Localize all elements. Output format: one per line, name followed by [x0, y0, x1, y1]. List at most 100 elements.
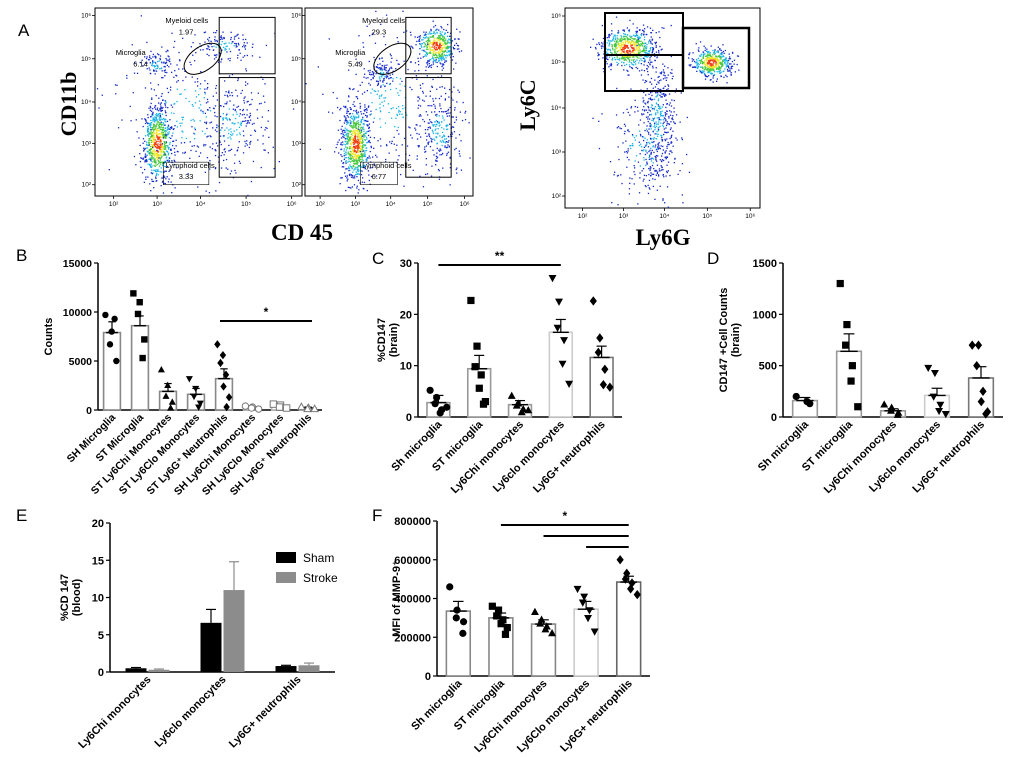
- density-point: [645, 175, 647, 177]
- density-point: [343, 150, 345, 152]
- flow-ylabel-cd11b: CD11b: [56, 72, 81, 137]
- density-point: [688, 64, 690, 66]
- density-point: [383, 97, 385, 99]
- density-point: [166, 160, 168, 162]
- density-point: [366, 111, 368, 114]
- density-point: [643, 47, 645, 49]
- density-point: [433, 47, 435, 49]
- density-point: [441, 57, 443, 59]
- density-point: [154, 170, 156, 172]
- density-point: [688, 57, 690, 59]
- density-point: [437, 45, 439, 47]
- density-point: [379, 103, 381, 105]
- density-point: [337, 141, 339, 143]
- density-point: [656, 171, 659, 173]
- density-point: [438, 55, 440, 57]
- density-point: [158, 60, 160, 62]
- density-point: [445, 46, 447, 48]
- density-point: [657, 148, 659, 150]
- density-point: [340, 154, 342, 156]
- density-point: [215, 190, 217, 192]
- density-point: [659, 111, 662, 113]
- density-point: [371, 102, 373, 104]
- density-point: [655, 92, 657, 94]
- density-point: [171, 71, 173, 73]
- density-point: [442, 44, 444, 47]
- density-point: [438, 46, 440, 49]
- density-point: [652, 145, 654, 147]
- density-point: [373, 75, 375, 77]
- density-point: [431, 105, 433, 107]
- density-point: [349, 186, 351, 189]
- density-point: [163, 171, 165, 173]
- density-point: [606, 56, 608, 58]
- density-point: [656, 109, 658, 111]
- density-point: [448, 145, 450, 147]
- density-point: [168, 170, 170, 173]
- density-point: [403, 31, 405, 33]
- density-point: [349, 130, 351, 132]
- density-point: [233, 36, 236, 38]
- density-point: [725, 59, 727, 61]
- density-point: [151, 140, 153, 143]
- density-point: [653, 107, 655, 109]
- density-point: [157, 174, 159, 176]
- density-point: [633, 183, 635, 185]
- density-point: [691, 58, 693, 60]
- density-point: [223, 36, 225, 39]
- density-point: [712, 58, 714, 61]
- density-point: [160, 118, 162, 120]
- density-point: [598, 58, 600, 60]
- density-point: [427, 41, 429, 44]
- density-point: [696, 58, 698, 61]
- density-point: [223, 43, 226, 45]
- density-point: [373, 164, 376, 166]
- density-point: [433, 31, 435, 33]
- density-point: [426, 46, 428, 49]
- density-point: [158, 160, 160, 163]
- density-point: [353, 166, 355, 168]
- density-point: [209, 168, 211, 170]
- density-point: [712, 77, 714, 79]
- density-point: [664, 95, 666, 97]
- density-point: [349, 88, 351, 90]
- y-tick-label: 10⁶: [551, 13, 561, 20]
- density-point: [372, 77, 374, 80]
- density-point: [699, 71, 701, 73]
- density-point: [224, 47, 226, 50]
- density-point: [387, 103, 390, 105]
- density-point: [353, 146, 356, 149]
- density-point: [646, 139, 648, 141]
- density-point: [409, 86, 411, 89]
- density-point: [148, 151, 150, 154]
- density-point: [146, 62, 148, 64]
- density-point: [460, 169, 463, 171]
- flow-ylabel-ly6c: Ly6C: [515, 79, 540, 130]
- density-point: [347, 156, 349, 159]
- density-point: [160, 102, 162, 104]
- density-point: [449, 163, 452, 165]
- density-point: [669, 137, 671, 140]
- density-point: [415, 44, 417, 46]
- density-point: [656, 117, 658, 119]
- density-point: [447, 112, 449, 114]
- density-point: [160, 157, 162, 159]
- density-point: [166, 150, 168, 153]
- density-point: [265, 44, 268, 47]
- density-point: [652, 141, 654, 144]
- density-point: [168, 160, 170, 162]
- density-point: [149, 125, 152, 127]
- density-point: [159, 147, 161, 149]
- density-point: [608, 45, 610, 47]
- density-point: [353, 117, 355, 119]
- density-point: [658, 121, 660, 123]
- density-point: [250, 92, 253, 94]
- density-point: [681, 194, 683, 196]
- density-point: [364, 138, 366, 141]
- density-point: [658, 168, 661, 170]
- density-point: [440, 95, 442, 97]
- density-point: [351, 139, 354, 141]
- y-tick-label: 10⁶: [81, 13, 91, 20]
- density-point: [341, 125, 343, 128]
- density-point: [425, 111, 427, 113]
